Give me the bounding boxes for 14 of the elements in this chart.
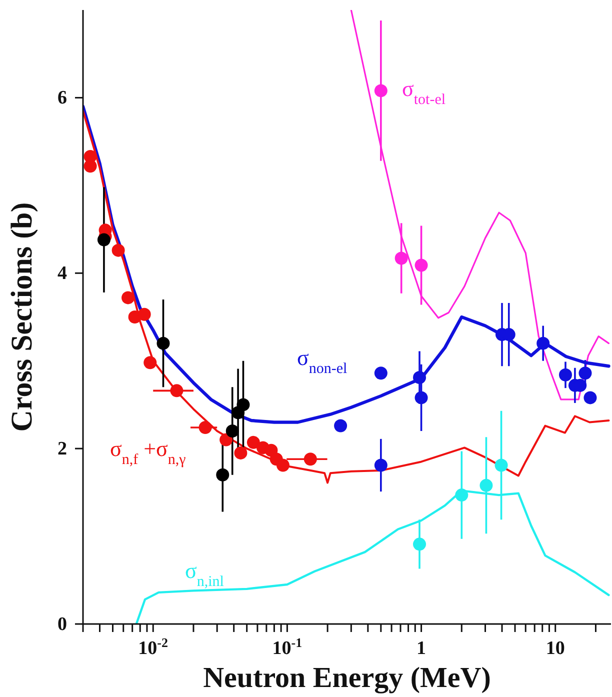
x-tick-label: 10$^{-1}$ bbox=[272, 634, 302, 659]
y-tick-label: 6 bbox=[58, 88, 67, 109]
series-label: σ$_{n,f}$ +σ$_{n,γ}$ bbox=[110, 436, 186, 468]
y-tick-label: 2 bbox=[58, 438, 67, 460]
x-axis-title: Neutron Energy (MeV) bbox=[203, 662, 491, 694]
y-tick-label: 0 bbox=[58, 614, 67, 635]
x-tick-label: 1 bbox=[416, 638, 426, 659]
y-axis-title: Cross Sections (b) bbox=[6, 202, 39, 432]
x-tick-label: 10$^{-2}$ bbox=[138, 634, 168, 659]
y-tick-label: 4 bbox=[58, 263, 68, 284]
series-label: σ$_{tot-el}$ bbox=[402, 76, 446, 108]
series-label: σ$_{non-el}$ bbox=[297, 345, 348, 377]
x-tick-label: 10 bbox=[546, 638, 565, 659]
series-label: σ$_{n,inl}$ bbox=[185, 558, 224, 590]
